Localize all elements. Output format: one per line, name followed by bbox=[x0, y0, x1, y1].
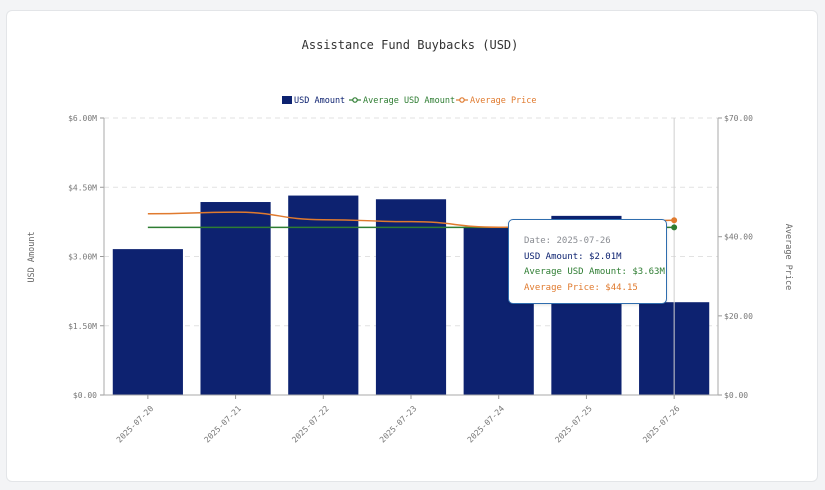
legend-item-usd-amount[interactable]: USD Amount bbox=[282, 96, 345, 106]
chart-title: Assistance Fund Buybacks (USD) bbox=[302, 38, 519, 52]
bar bbox=[375, 199, 447, 395]
x-tick-label: 2025-07-26 bbox=[641, 404, 682, 445]
bars bbox=[112, 195, 710, 395]
y-left-tick-label: $1.50M bbox=[68, 322, 97, 331]
legend-item-average-usd[interactable]: Average USD Amount bbox=[349, 96, 455, 106]
tooltip-usd-amount: USD Amount: $2.01M bbox=[524, 251, 622, 262]
tooltip-date: Date: 2025-07-26 bbox=[524, 236, 611, 246]
y-right-tick-label: $70.00 bbox=[724, 114, 753, 123]
x-tick-label: 2025-07-23 bbox=[378, 404, 419, 445]
y-right-tick-label: $20.00 bbox=[724, 312, 753, 321]
bar bbox=[200, 202, 271, 395]
average-price-hover-point bbox=[671, 217, 678, 224]
legend-item-average-price[interactable]: Average Price bbox=[456, 96, 537, 106]
average-usd-hover-point bbox=[671, 224, 678, 231]
y-axis-label-right: Average Price bbox=[783, 224, 793, 291]
y-right-tick-label: $40.00 bbox=[724, 233, 753, 242]
x-tick-label: 2025-07-20 bbox=[115, 404, 156, 445]
legend[interactable]: USD Amount Average USD Amount Average Pr… bbox=[282, 96, 537, 106]
tooltip-average-price: Average Price: $44.15 bbox=[524, 282, 638, 293]
x-tick-label: 2025-07-21 bbox=[203, 404, 244, 445]
legend-price-label: Average Price bbox=[470, 96, 537, 106]
x-tick-label: 2025-07-24 bbox=[466, 404, 507, 445]
bar bbox=[112, 249, 183, 395]
y-axis-label-left: USD Amount bbox=[27, 231, 37, 282]
x-tick-label: 2025-07-22 bbox=[290, 404, 331, 445]
y-left-tick-label: $4.50M bbox=[68, 183, 97, 192]
legend-usd-swatch bbox=[282, 96, 292, 104]
y-right-tick-label: $0.00 bbox=[724, 391, 748, 400]
tooltip: Date: 2025-07-26 USD Amount: $2.01M Aver… bbox=[508, 219, 667, 304]
legend-price-dot bbox=[459, 97, 465, 103]
y-left-tick-label: $0.00 bbox=[73, 391, 97, 400]
x-tick-label: 2025-07-25 bbox=[553, 404, 594, 445]
legend-avg-dot bbox=[352, 97, 358, 103]
y-left-tick-label: $3.00M bbox=[68, 253, 97, 262]
legend-avg-label: Average USD Amount bbox=[363, 96, 455, 106]
bar bbox=[288, 195, 359, 395]
tooltip-average-usd: Average USD Amount: $3.63M bbox=[524, 267, 665, 277]
y-left-tick-label: $6.00M bbox=[68, 114, 97, 123]
legend-usd-label: USD Amount bbox=[294, 96, 345, 106]
